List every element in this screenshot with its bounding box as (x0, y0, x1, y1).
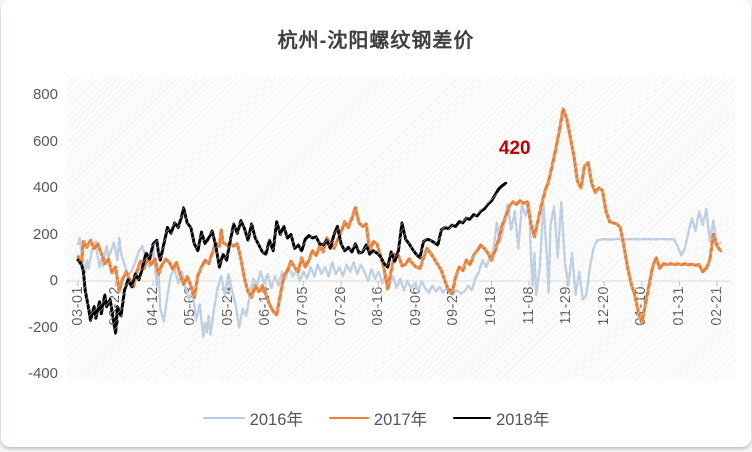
y-tick-label: -200 (27, 318, 58, 336)
legend-label: 2016年 (249, 411, 303, 429)
watermark-hatch (67, 76, 735, 381)
y-tick-label: 400 (32, 179, 58, 196)
legend-line-swatch (202, 416, 245, 420)
y-tick-label: 800 (32, 86, 58, 103)
legend-label: 2018年 (496, 411, 550, 429)
legend-item-0: 2016年 (202, 406, 303, 430)
y-tick-label: 200 (32, 225, 58, 243)
y-tick-label: 0 (49, 272, 58, 289)
chart-title: 杭州-沈阳螺纹钢差价 (277, 30, 475, 52)
legend: 2016年 2017年 2018年 (1, 404, 751, 432)
data-label-420: 420 (498, 138, 531, 160)
legend-line-swatch (453, 416, 492, 420)
legend-label: 2017年 (373, 411, 428, 429)
legend-item-2: 2018年 (453, 406, 549, 430)
legend-line-swatch (328, 416, 369, 420)
y-tick-label: -400 (27, 365, 58, 382)
y-tick-label: 600 (32, 132, 58, 150)
legend-item-1: 2017年 (328, 406, 428, 430)
